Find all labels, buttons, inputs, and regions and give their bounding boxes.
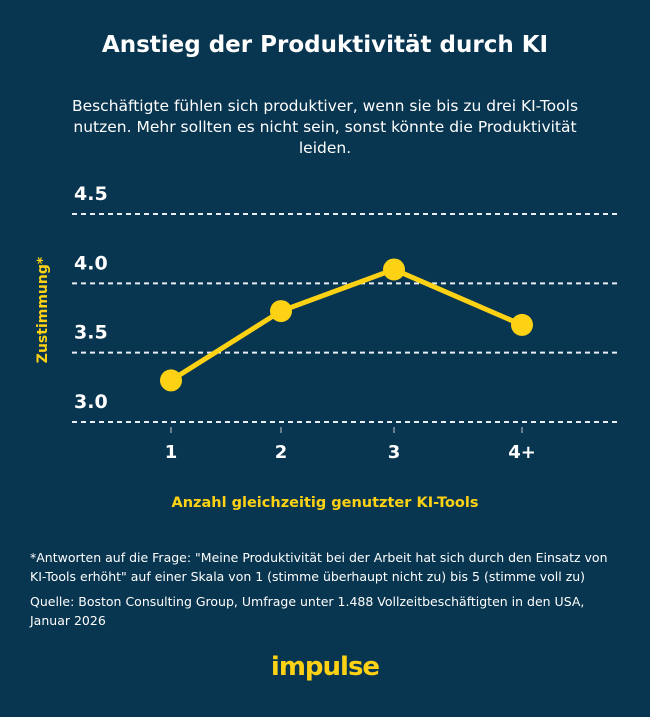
data-point xyxy=(270,300,292,323)
y-axis-label: Zustimmung* xyxy=(35,256,51,364)
x-tick-label: 3 xyxy=(388,442,401,463)
source-note: Quelle: Boston Consulting Group, Umfrage… xyxy=(30,594,585,628)
data-point xyxy=(160,369,182,392)
x-tick-label: 1 xyxy=(165,442,178,463)
impulse-logo: impulse xyxy=(270,652,380,682)
series-line xyxy=(169,266,523,383)
y-tick-label: 3.5 xyxy=(74,322,108,344)
chart-title: Anstieg der Produktivität durch KI xyxy=(101,32,549,58)
y-tick-label: 4.0 xyxy=(74,252,108,274)
chart-subtitle: Beschäftigte fühlen sich produktiver, we… xyxy=(71,97,579,157)
x-tick-label: 2 xyxy=(275,442,288,463)
x-axis-label: Anzahl gleichzeitig genutzter KI-Tools xyxy=(171,495,479,511)
y-tick-label: 4.5 xyxy=(74,183,108,205)
y-tick-label: 3.0 xyxy=(74,391,108,413)
footnote: *Antworten auf die Frage: "Meine Produkt… xyxy=(30,550,608,584)
data-point xyxy=(511,313,533,336)
line-chart: 3.0 3.5 4.0 4.5 1 2 3 4+ xyxy=(72,183,620,463)
x-tick-label: 4+ xyxy=(508,442,536,463)
data-point xyxy=(383,258,405,281)
